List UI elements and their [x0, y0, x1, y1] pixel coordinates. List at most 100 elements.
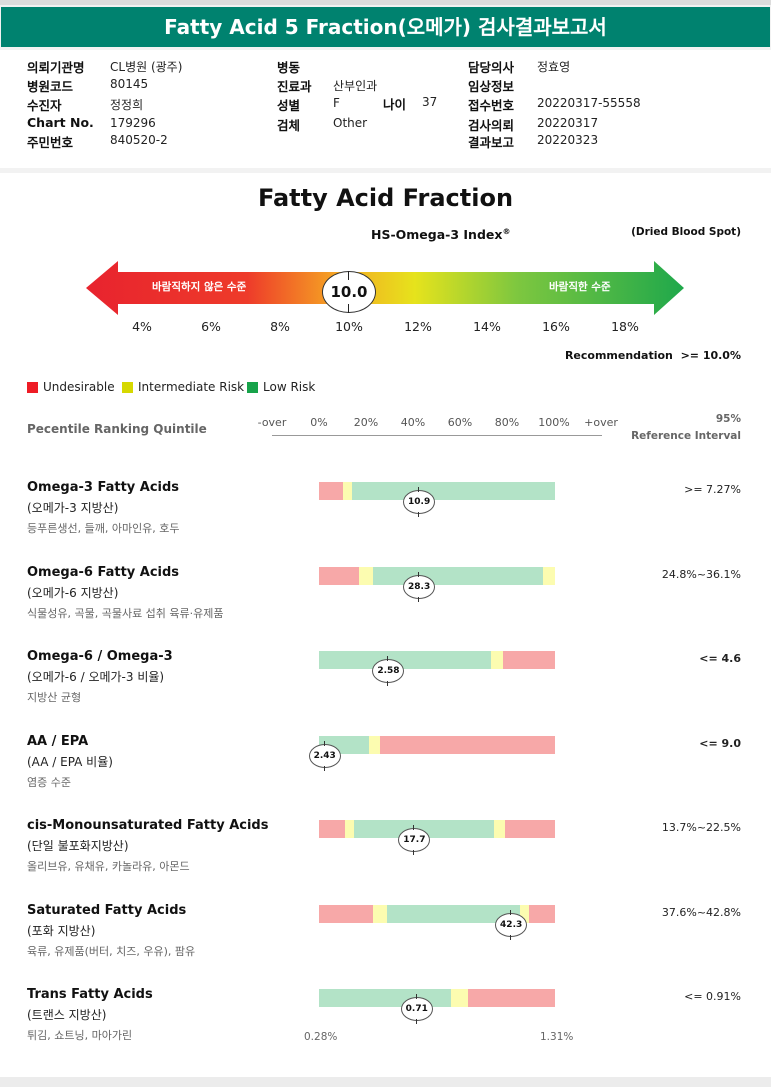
value-marker: 42.3: [495, 909, 528, 940]
row-subtitle: (AA / EPA 비율): [27, 754, 113, 769]
info-label: 임상정보: [468, 79, 515, 94]
info-label: 병원코드: [27, 79, 74, 94]
row-description: 등푸른생선, 들깨, 아마인유, 호두: [27, 522, 180, 535]
marker-arrow-up: [348, 271, 349, 280]
marker-tip-up: [415, 994, 417, 999]
row-title: AA / EPA: [27, 733, 89, 749]
bar-segment-yellow: [493, 820, 506, 838]
value-marker: 2.58: [372, 656, 405, 686]
undesirable-arrow-label: 바람직하지 않은 수준: [152, 281, 247, 293]
row-description: 올리브유, 유채유, 카놀라유, 아몬드: [27, 860, 190, 873]
reference-interval: <= 9.0: [699, 736, 741, 750]
marker-tip-down: [387, 681, 389, 686]
scale-tick: 18%: [611, 319, 639, 334]
percentile-axis-line: [272, 435, 602, 436]
recommendation-value: >= 10.0%: [680, 349, 741, 362]
percentile-tick: 40%: [400, 416, 426, 429]
legend-label: Low Risk: [263, 380, 316, 394]
reference-interval: <= 0.91%: [684, 990, 741, 1003]
info-label: 접수번호: [468, 98, 515, 113]
info-label: 병동: [277, 60, 301, 75]
info-value: 정효영: [537, 60, 571, 74]
marker-tip-down: [510, 934, 512, 940]
marker-value: 0.71: [405, 1004, 428, 1014]
index-name: HS-Omega-3 Index®: [371, 227, 510, 242]
row-title: Saturated Fatty Acids: [27, 902, 187, 918]
percentile-tick: 100%: [538, 416, 570, 429]
value-marker: 2.43: [308, 740, 341, 771]
results-panel: Fatty Acid Fraction HS-Omega-3 Index® (D…: [0, 173, 771, 1077]
legend-swatch: [247, 382, 258, 393]
row-description: 튀김, 쇼트닝, 마아가린: [27, 1029, 133, 1042]
index-gradient-arrow: [86, 261, 684, 315]
info-value: 179296: [110, 116, 156, 130]
risk-bar: [319, 651, 555, 669]
marker-value: 10.9: [408, 497, 431, 507]
recommendation-label: Recommendation: [564, 349, 673, 362]
bar-segment-red: [503, 651, 555, 669]
reference-interval: 24.8%~36.1%: [661, 567, 741, 581]
scale-tick: 10%: [335, 319, 363, 334]
row-title: cis-Monounsaturated Fatty Acids: [27, 818, 269, 833]
row-title: Omega-6 Fatty Acids: [27, 564, 180, 580]
marker-tip-up: [418, 487, 420, 492]
bar-segment-red: [319, 904, 374, 923]
ref-heading-pct: 95%: [715, 413, 741, 425]
percentile-tick: 20%: [353, 416, 379, 429]
bar-segment-yellow: [491, 651, 504, 669]
marker-tip-up: [418, 571, 420, 577]
bar-segment-red: [380, 735, 555, 754]
bar-segment-yellow: [359, 566, 374, 585]
marker-value: 17.7: [403, 835, 426, 845]
recommendation: Recommendation >= 10.0%: [540, 349, 741, 362]
bar-segment-red: [319, 820, 345, 838]
age-value: 37: [422, 95, 438, 109]
bar-segment-yellow: [344, 820, 355, 838]
info-value: 20220317-55558: [537, 96, 641, 110]
info-value: F: [333, 96, 340, 110]
row-subtitle: (오메가-6 지방산): [27, 585, 119, 600]
info-value: 정정희: [110, 98, 144, 112]
scale-tick: 16%: [542, 319, 570, 334]
row-title: Trans Fatty Acids: [27, 987, 153, 1002]
risk-bar: [319, 820, 555, 838]
row-subtitle: (오메가-6 / 오메가-3 비율): [27, 670, 165, 684]
scale-tick: 8%: [270, 319, 290, 334]
index-name-text: HS-Omega-3 Index: [371, 227, 503, 243]
info-value: 80145: [110, 77, 149, 91]
legend-label: Undesirable: [43, 380, 115, 394]
bar-segment-yellow: [451, 989, 468, 1007]
row-description: 식물성유, 곡물, 곡물사료 섭취 육류·유제품: [27, 606, 224, 620]
registered-mark: ®: [502, 227, 511, 236]
value-marker: 10.9: [403, 487, 436, 517]
info-value: 20220317: [537, 116, 599, 130]
bar-segment-yellow: [342, 482, 353, 500]
risk-bar: [319, 482, 555, 500]
info-value: 20220323: [537, 133, 599, 147]
patient-info-panel: 의뢰기관명 CL병원 (광주) 병원코드 80145 수진자 정정희 Chart No. 17…: [0, 50, 771, 168]
reference-interval: 37.6%~42.8%: [661, 905, 741, 919]
scale-tick: 6%: [201, 319, 221, 334]
ref-heading-label: Reference Interval: [631, 430, 741, 442]
row-description: 염증 수준: [27, 775, 71, 789]
info-label: 담당의사: [468, 60, 515, 75]
reference-interval: 13.7%~22.5%: [661, 821, 741, 834]
axis-end-right: 1.31%: [540, 1031, 574, 1043]
risk-bar: [319, 989, 555, 1007]
bottom-border: [0, 1077, 771, 1087]
row-title: Omega-3 Fatty Acids: [27, 480, 180, 495]
marker-value: 28.3: [408, 581, 431, 592]
report-title: Fatty Acid 5 Fraction(오메가) 검사결과보고서: [1, 7, 770, 47]
percentile-heading: Pecentile Ranking Quintile: [27, 422, 207, 436]
top-border: [0, 0, 771, 5]
info-label: 의뢰기관명: [27, 60, 85, 75]
info-label: 검체: [277, 118, 301, 133]
bar-segment-yellow: [519, 904, 530, 923]
info-value: 840520-2: [110, 133, 168, 147]
info-label: 진료과: [277, 79, 312, 94]
legend-label: Intermediate Risk: [138, 380, 245, 394]
age-label: 나이: [383, 97, 407, 112]
desirable-arrow-label: 바람직한 수준: [549, 281, 611, 293]
bar-segment-green: [354, 820, 494, 838]
marker-tip-up: [510, 909, 512, 915]
